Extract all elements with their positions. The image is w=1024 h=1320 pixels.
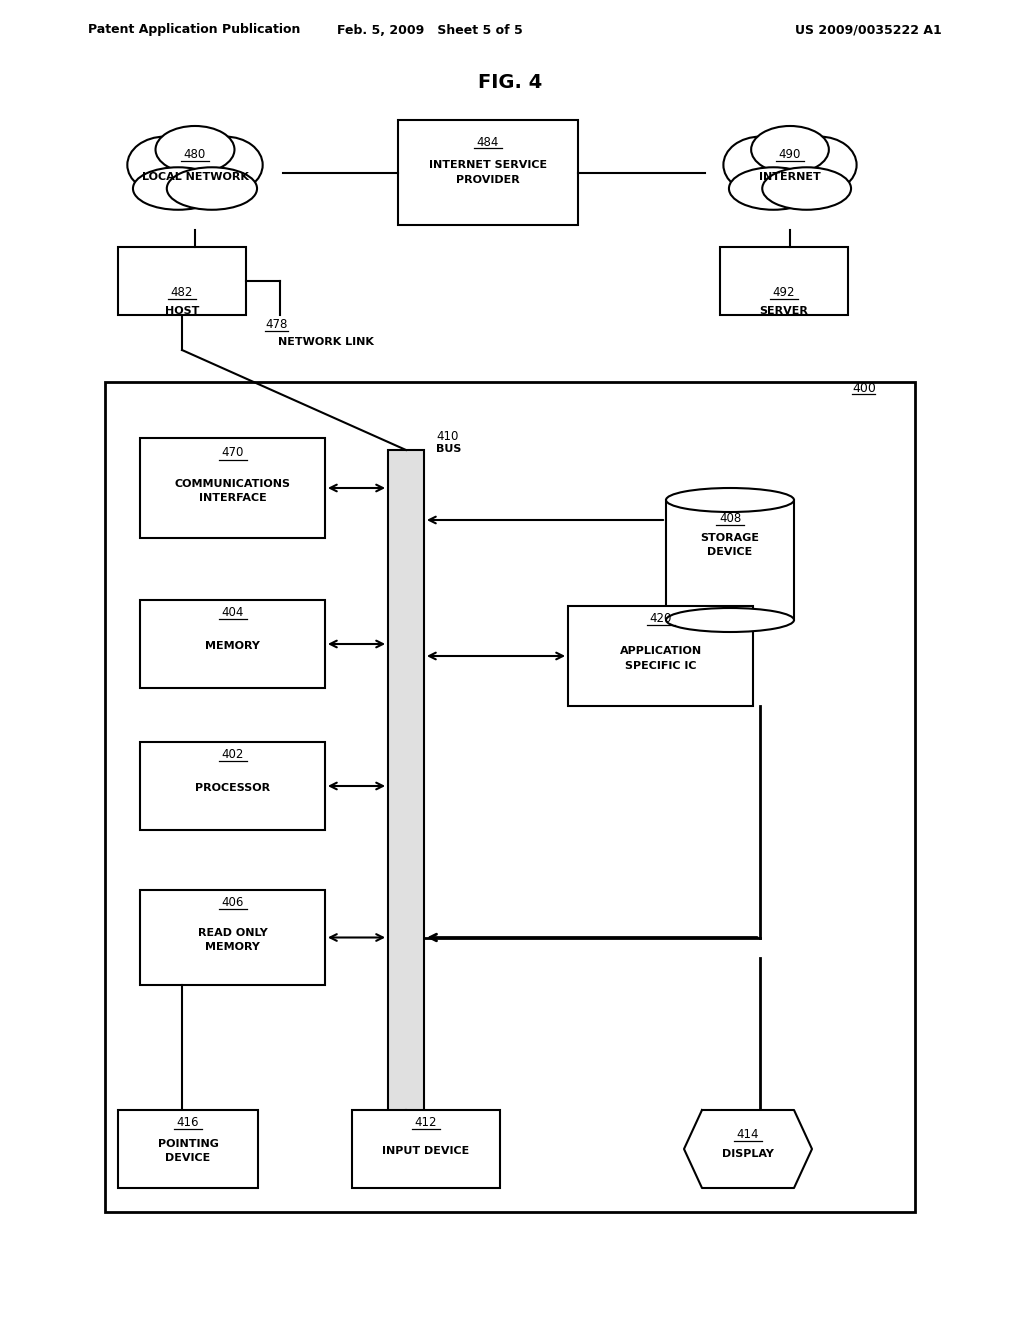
Bar xyxy=(140,601,325,688)
Text: APPLICATION: APPLICATION xyxy=(620,645,701,656)
Text: Patent Application Publication: Patent Application Publication xyxy=(88,24,300,37)
Bar xyxy=(666,500,794,620)
Ellipse shape xyxy=(187,136,263,193)
Text: MEMORY: MEMORY xyxy=(205,642,260,651)
Bar xyxy=(140,890,325,985)
Text: 410: 410 xyxy=(436,429,459,442)
Text: 402: 402 xyxy=(221,747,244,760)
Bar xyxy=(398,120,578,224)
Text: 400: 400 xyxy=(852,381,876,395)
Ellipse shape xyxy=(167,168,257,210)
Text: 408: 408 xyxy=(719,511,741,524)
Bar xyxy=(118,1110,258,1188)
Ellipse shape xyxy=(782,136,857,193)
Text: INTERNET SERVICE: INTERNET SERVICE xyxy=(429,160,547,170)
Bar xyxy=(388,450,424,1122)
Bar xyxy=(140,742,325,830)
Text: PROVIDER: PROVIDER xyxy=(456,176,520,185)
Text: FIG. 4: FIG. 4 xyxy=(478,73,542,91)
Text: SPECIFIC IC: SPECIFIC IC xyxy=(625,661,696,671)
Text: POINTING: POINTING xyxy=(158,1139,218,1148)
Ellipse shape xyxy=(127,136,203,193)
Polygon shape xyxy=(684,1110,812,1188)
Text: 412: 412 xyxy=(415,1115,437,1129)
Bar xyxy=(720,247,848,315)
Text: PROCESSOR: PROCESSOR xyxy=(195,783,270,793)
Text: DEVICE: DEVICE xyxy=(165,1152,211,1163)
Text: 420: 420 xyxy=(649,611,672,624)
Text: NETWORK LINK: NETWORK LINK xyxy=(278,337,374,347)
Text: READ ONLY: READ ONLY xyxy=(198,928,267,937)
Ellipse shape xyxy=(666,488,794,512)
Text: 414: 414 xyxy=(736,1127,759,1140)
Text: 478: 478 xyxy=(265,318,288,330)
Text: 404: 404 xyxy=(221,606,244,619)
Text: US 2009/0035222 A1: US 2009/0035222 A1 xyxy=(795,24,941,37)
Ellipse shape xyxy=(732,136,847,207)
Text: 482: 482 xyxy=(171,286,194,300)
Ellipse shape xyxy=(137,136,253,207)
Text: Feb. 5, 2009   Sheet 5 of 5: Feb. 5, 2009 Sheet 5 of 5 xyxy=(337,24,523,37)
Ellipse shape xyxy=(723,136,798,193)
Ellipse shape xyxy=(762,168,851,210)
Ellipse shape xyxy=(729,168,818,210)
Text: DEVICE: DEVICE xyxy=(708,546,753,557)
Text: COMMUNICATIONS: COMMUNICATIONS xyxy=(174,479,291,488)
Ellipse shape xyxy=(752,125,828,173)
Ellipse shape xyxy=(156,125,234,173)
Text: 484: 484 xyxy=(477,136,499,149)
Text: MEMORY: MEMORY xyxy=(205,942,260,953)
Text: INTERFACE: INTERFACE xyxy=(199,492,266,503)
Text: 490: 490 xyxy=(779,149,801,161)
Text: 492: 492 xyxy=(773,286,796,300)
Text: 470: 470 xyxy=(221,446,244,459)
Text: LOCAL NETWORK: LOCAL NETWORK xyxy=(141,172,249,182)
Bar xyxy=(118,247,246,315)
Text: HOST: HOST xyxy=(165,306,200,315)
Bar xyxy=(140,438,325,539)
Text: INTERNET: INTERNET xyxy=(759,172,821,182)
Text: INPUT DEVICE: INPUT DEVICE xyxy=(382,1146,470,1156)
Bar xyxy=(568,606,753,706)
Text: STORAGE: STORAGE xyxy=(700,533,760,543)
Ellipse shape xyxy=(666,609,794,632)
Text: DISPLAY: DISPLAY xyxy=(722,1148,774,1159)
Text: 480: 480 xyxy=(184,149,206,161)
Ellipse shape xyxy=(133,168,223,210)
Text: SERVER: SERVER xyxy=(760,306,808,315)
Text: 406: 406 xyxy=(221,895,244,908)
Text: BUS: BUS xyxy=(436,444,462,454)
Text: 416: 416 xyxy=(177,1115,200,1129)
Bar xyxy=(352,1110,500,1188)
Bar xyxy=(105,381,915,1212)
